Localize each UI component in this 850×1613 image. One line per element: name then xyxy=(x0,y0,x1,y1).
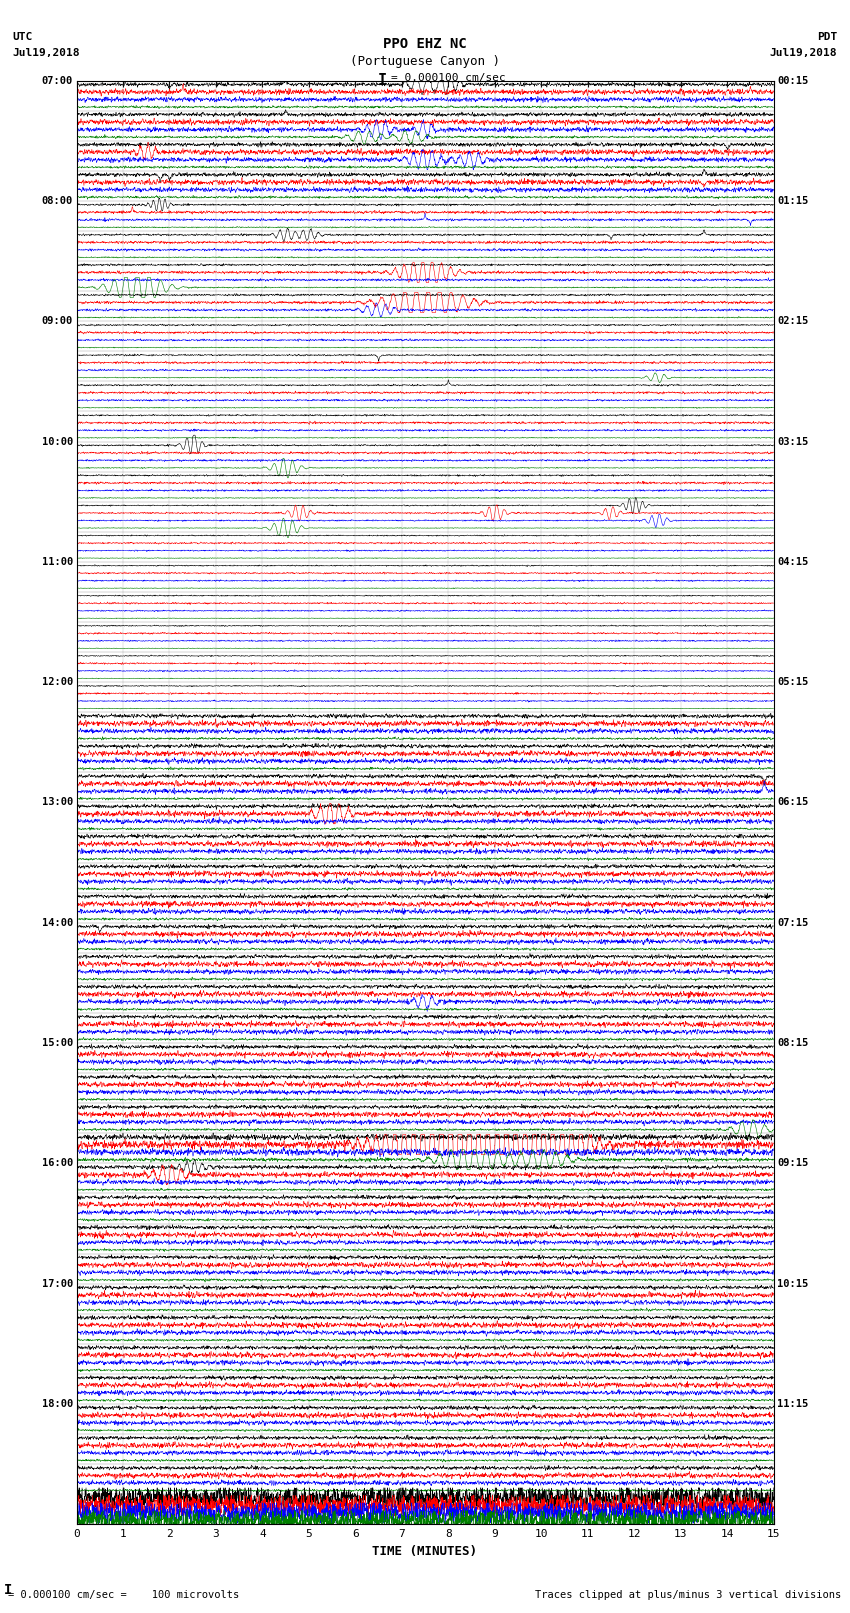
Text: 10:15: 10:15 xyxy=(777,1279,808,1289)
Text: 07:15: 07:15 xyxy=(777,918,808,927)
Text: 03:15: 03:15 xyxy=(777,437,808,447)
Text: I: I xyxy=(377,73,387,87)
Text: 15:00: 15:00 xyxy=(42,1039,73,1048)
Text: 11:00: 11:00 xyxy=(42,556,73,566)
Text: 05:15: 05:15 xyxy=(777,677,808,687)
Text: 16:00: 16:00 xyxy=(42,1158,73,1168)
Text: Jul19,2018: Jul19,2018 xyxy=(770,48,837,58)
Text: PDT: PDT xyxy=(817,32,837,42)
Text: = 0.000100 cm/sec: = 0.000100 cm/sec xyxy=(391,73,506,82)
Text: 12:00: 12:00 xyxy=(42,677,73,687)
Text: PPO EHZ NC: PPO EHZ NC xyxy=(383,37,467,52)
Text: Jul19,2018: Jul19,2018 xyxy=(13,48,80,58)
Text: 09:00: 09:00 xyxy=(42,316,73,326)
Text: (Portuguese Canyon ): (Portuguese Canyon ) xyxy=(350,55,500,68)
Text: 06:15: 06:15 xyxy=(777,797,808,808)
Text: 10:00: 10:00 xyxy=(42,437,73,447)
Text: UTC: UTC xyxy=(13,32,33,42)
Text: 02:15: 02:15 xyxy=(777,316,808,326)
Text: 13:00: 13:00 xyxy=(42,797,73,808)
Text: 14:00: 14:00 xyxy=(42,918,73,927)
Text: 07:00: 07:00 xyxy=(42,76,73,85)
Text: 08:15: 08:15 xyxy=(777,1039,808,1048)
Text: 04:15: 04:15 xyxy=(777,556,808,566)
Text: = 0.000100 cm/sec =    100 microvolts: = 0.000100 cm/sec = 100 microvolts xyxy=(8,1590,240,1600)
Text: 08:00: 08:00 xyxy=(42,195,73,206)
Text: 11:15: 11:15 xyxy=(777,1398,808,1410)
Text: I: I xyxy=(4,1582,13,1597)
Text: 17:00: 17:00 xyxy=(42,1279,73,1289)
Text: Traces clipped at plus/minus 3 vertical divisions: Traces clipped at plus/minus 3 vertical … xyxy=(536,1590,842,1600)
Text: 18:00: 18:00 xyxy=(42,1398,73,1410)
X-axis label: TIME (MINUTES): TIME (MINUTES) xyxy=(372,1545,478,1558)
Text: 01:15: 01:15 xyxy=(777,195,808,206)
Text: 09:15: 09:15 xyxy=(777,1158,808,1168)
Text: 00:15: 00:15 xyxy=(777,76,808,85)
